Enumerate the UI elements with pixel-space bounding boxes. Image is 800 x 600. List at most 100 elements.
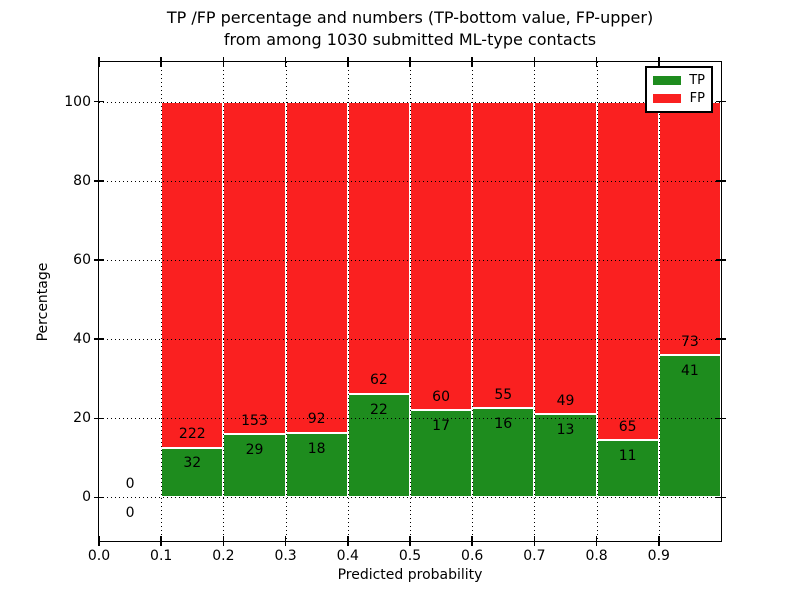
fp-swatch-icon: [653, 94, 681, 104]
x-tick-top: [160, 57, 162, 67]
bar-count-tp: 32: [183, 455, 202, 472]
y-tick-left: [94, 100, 104, 103]
bar-fp-segment: [658, 101, 721, 356]
chart-title: TP /FP percentage and numbers (TP-bottom…: [99, 7, 721, 51]
x-tick-bottom: [98, 536, 100, 546]
y-tick-label: 40: [73, 331, 91, 348]
x-tick-top: [533, 57, 536, 67]
y-tick-label: 100: [64, 93, 91, 110]
chart-title-line2: from among 1030 submitted ML-type contac…: [223, 30, 597, 49]
bar-count-fp: 0: [125, 475, 135, 492]
bar-count-fp: 55: [494, 386, 513, 403]
bar-count-tp: 22: [369, 401, 388, 418]
y-tick-label: 60: [73, 251, 91, 268]
bar-count-fp: 60: [432, 388, 451, 405]
y-tick-left: [94, 180, 104, 182]
bar-fp-segment: [161, 101, 224, 448]
x-tick-label: 0.4: [336, 548, 359, 564]
gridline-vertical: [534, 62, 536, 541]
x-tick-top: [98, 57, 100, 67]
gridline-vertical: [596, 62, 598, 541]
x-tick-label: 0.6: [461, 548, 484, 564]
bar-count-tp: 11: [618, 447, 637, 464]
bar-count-fp: 65: [618, 418, 637, 435]
bar-count-fp: 92: [307, 411, 326, 428]
bar-fp-segment: [596, 101, 659, 441]
y-tick-right: [716, 417, 726, 420]
bar-count-fp: 49: [556, 392, 575, 409]
bar-count-tp: 17: [432, 417, 451, 434]
gridline-vertical: [223, 62, 225, 541]
y-tick-right: [716, 180, 726, 182]
legend-label: TP: [689, 72, 705, 88]
y-tick-left: [94, 259, 104, 261]
bar-count-tp: 41: [680, 362, 699, 379]
y-tick-label: 20: [73, 410, 91, 427]
y-tick-label: 80: [73, 172, 91, 189]
legend-item: FP: [653, 91, 705, 106]
bar-count-fp: 222: [178, 426, 206, 443]
bar-tp-segment: [410, 410, 473, 498]
tp-swatch-icon: [653, 75, 681, 85]
bar-count-tp: 18: [307, 440, 326, 457]
x-tick-bottom: [284, 536, 287, 546]
y-tick-left: [94, 338, 104, 340]
x-tick-bottom: [595, 536, 598, 546]
x-tick-top: [222, 57, 225, 67]
x-tick-bottom: [409, 536, 411, 546]
y-tick-left: [94, 496, 104, 499]
x-tick-bottom: [222, 536, 225, 546]
bar-count-tp: 13: [556, 422, 575, 439]
y-tick-label: 0: [82, 489, 91, 506]
x-tick-label: 0.8: [585, 548, 608, 564]
gridline-vertical: [410, 62, 411, 541]
bar-count-tp: 0: [125, 505, 135, 522]
x-tick-label: 0.9: [647, 548, 670, 564]
legend: TP FP: [645, 66, 713, 113]
x-tick-bottom: [658, 536, 660, 546]
x-tick-bottom: [471, 536, 473, 546]
bar-fp-segment: [285, 101, 348, 433]
x-tick-bottom: [160, 536, 162, 546]
x-tick-label: 0.7: [523, 548, 546, 564]
x-tick-top: [347, 57, 349, 67]
x-tick-top: [409, 57, 411, 67]
x-tick-label: 0.1: [150, 548, 173, 564]
x-tick-label: 0.3: [274, 548, 297, 564]
x-tick-bottom: [533, 536, 536, 546]
x-tick-bottom: [347, 536, 349, 546]
bar-count-fp: 62: [369, 372, 388, 389]
gridline-vertical: [161, 62, 163, 541]
x-tick-label: 0.2: [212, 548, 235, 564]
bar-count-fp: 153: [241, 412, 268, 429]
bar-fp-segment: [534, 101, 597, 415]
bar-fp-segment: [223, 101, 286, 435]
x-tick-top: [284, 57, 287, 67]
bar-count-tp: 16: [494, 416, 513, 433]
x-tick-label: 0.0: [87, 548, 111, 564]
bar-count-tp: 29: [245, 442, 264, 459]
x-tick-top: [471, 57, 473, 67]
x-tick-top: [658, 57, 660, 67]
gridline-vertical: [285, 62, 287, 541]
y-tick-right: [716, 259, 726, 261]
bar-tp-segment: [658, 355, 721, 498]
bar-tp-segment: [223, 434, 286, 498]
chart-title-line1: TP /FP percentage and numbers (TP-bottom…: [166, 8, 654, 27]
y-tick-right: [716, 338, 726, 340]
bar-tp-segment: [161, 447, 224, 498]
bar-fp-segment: [472, 101, 535, 409]
legend-item: TP: [653, 73, 705, 88]
x-tick-top: [595, 57, 598, 67]
y-tick-right: [716, 100, 726, 103]
gridline-vertical: [472, 62, 474, 541]
legend-label: FP: [689, 91, 705, 107]
x-axis-label: Predicted probability: [337, 567, 483, 583]
bar-fp-segment: [410, 101, 473, 411]
gridline-vertical: [347, 62, 349, 541]
y-tick-right: [716, 496, 726, 499]
gridline-vertical: [658, 62, 660, 541]
bar-fp-segment: [347, 101, 410, 394]
y-tick-left: [94, 417, 104, 420]
